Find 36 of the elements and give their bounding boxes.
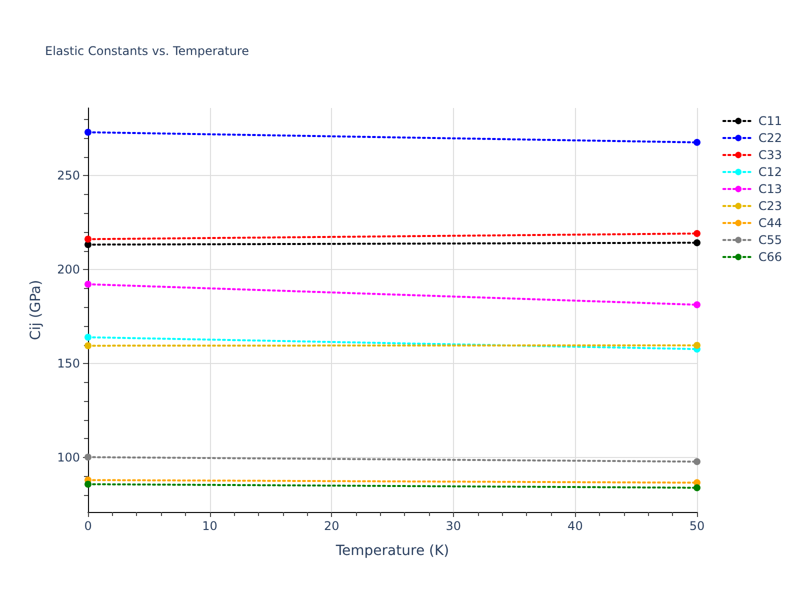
point bbox=[694, 138, 700, 146]
x-tick-label: 30 bbox=[446, 519, 462, 533]
point bbox=[84, 480, 92, 488]
point bbox=[694, 484, 700, 492]
legend-label: C66 bbox=[758, 250, 782, 264]
x-tick-label: 20 bbox=[324, 519, 340, 533]
point bbox=[84, 454, 92, 461]
chart-title: Elastic Constants vs. Temperature bbox=[45, 44, 249, 58]
y-axis-title: Cij (GPa) bbox=[28, 280, 44, 340]
legend-label: C33 bbox=[758, 148, 782, 162]
point bbox=[694, 458, 700, 466]
legend-label: C23 bbox=[758, 199, 782, 213]
point bbox=[84, 342, 92, 350]
point bbox=[84, 128, 92, 136]
legend-label: C13 bbox=[758, 182, 782, 196]
x-tick-label: 0 bbox=[84, 519, 92, 533]
point bbox=[84, 236, 92, 243]
y-tick-label: 100 bbox=[57, 450, 80, 465]
point bbox=[84, 334, 92, 341]
point bbox=[84, 280, 92, 288]
x-tick-label: 40 bbox=[568, 519, 583, 533]
point bbox=[694, 239, 700, 246]
legend-label: C55 bbox=[758, 233, 782, 247]
point bbox=[694, 230, 700, 238]
x-tick-label: 10 bbox=[202, 519, 218, 533]
x-axis-title: Temperature (K) bbox=[334, 543, 450, 559]
legend-label: C22 bbox=[758, 131, 782, 145]
y-tick-label: 150 bbox=[57, 356, 80, 371]
y-tick-label: 200 bbox=[57, 262, 80, 277]
y-tick-label: 250 bbox=[57, 168, 80, 183]
legend-label: C12 bbox=[758, 165, 782, 179]
legend-label: C44 bbox=[758, 216, 782, 230]
x-tick-label: 50 bbox=[689, 519, 705, 533]
point bbox=[694, 342, 700, 349]
point bbox=[694, 301, 700, 308]
legend-label: C11 bbox=[758, 114, 782, 128]
